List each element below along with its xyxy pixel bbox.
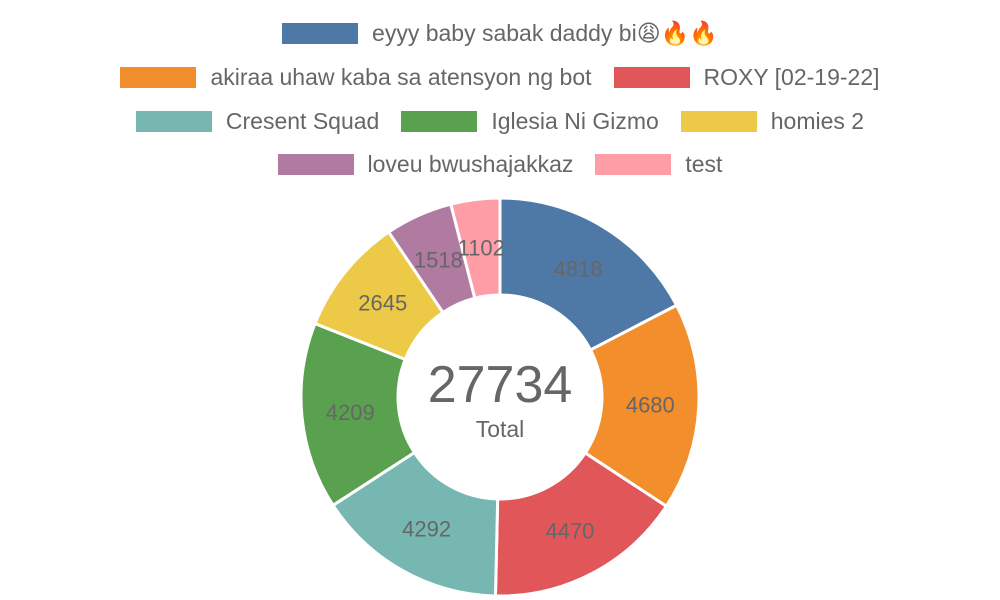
doughnut-slice[interactable] <box>583 303 701 509</box>
legend-item[interactable]: loveu bwushajakkaz <box>277 151 574 178</box>
slice-value-label: 4470 <box>545 518 594 543</box>
slice-value-label: 1518 <box>414 248 463 273</box>
legend-label: akiraa uhaw kaba sa atensyon ng bot <box>210 64 592 91</box>
legend-row: loveu bwushajakkaz test <box>0 143 1000 187</box>
legend-row: Cresent Squad Iglesia Ni Gizmo homies 2 <box>0 99 1000 143</box>
legend-item[interactable]: Cresent Squad <box>135 107 380 135</box>
legend-item[interactable]: test <box>595 151 722 178</box>
legend-swatch <box>277 154 354 176</box>
legend-swatch <box>680 110 757 132</box>
slice-value-label: 4680 <box>626 393 675 418</box>
legend-label: ROXY [02-19-22] <box>703 64 880 91</box>
legend-item[interactable]: ROXY [02-19-22] <box>613 64 880 91</box>
center-total: 27734 <box>428 356 573 414</box>
legend-label: eyyy baby sabak daddy bi😩🔥🔥 <box>372 20 718 47</box>
legend-label: Iglesia Ni Gizmo <box>491 107 659 134</box>
doughnut-slice[interactable] <box>299 321 417 508</box>
doughnut-slice[interactable] <box>493 450 669 598</box>
doughnut-slice[interactable] <box>449 196 502 300</box>
legend-swatch <box>120 67 197 89</box>
slice-value-label: 2645 <box>358 291 407 316</box>
legend-label: homies 2 <box>770 107 865 134</box>
slices-group <box>299 196 701 598</box>
legend-swatch <box>282 23 359 45</box>
slice-value-label: 4818 <box>554 256 603 281</box>
legend-item[interactable]: Iglesia Ni Gizmo <box>401 107 659 135</box>
legend-label: loveu bwushajakkaz <box>367 151 574 178</box>
doughnut-slice[interactable] <box>330 450 500 598</box>
legend-swatch <box>135 110 212 132</box>
legend-swatch <box>613 67 690 89</box>
legend-swatch <box>401 110 478 132</box>
slice-value-label: 1102 <box>458 236 505 261</box>
legend-label: Cresent Squad <box>225 107 380 134</box>
legend-row: akiraa uhaw kaba sa atensyon ng bot ROXY … <box>0 56 1000 100</box>
legend-swatch <box>595 154 672 176</box>
center-caption: Total <box>476 416 525 442</box>
legend-item[interactable]: eyyy baby sabak daddy bi😩🔥🔥 <box>282 20 718 47</box>
legend-row: eyyy baby sabak daddy bi😩🔥🔥 <box>0 12 1000 56</box>
legend-label: test <box>685 151 723 178</box>
slice-value-label: 4292 <box>402 516 451 541</box>
legend-item[interactable]: akiraa uhaw kaba sa atensyon ng bot <box>120 64 592 91</box>
slice-value-label: 4209 <box>326 400 375 425</box>
legend-item[interactable]: homies 2 <box>680 107 865 135</box>
chart-legend: eyyy baby sabak daddy bi😩🔥🔥 akiraa uhaw k… <box>0 12 1000 187</box>
doughnut-slice[interactable] <box>498 196 679 352</box>
